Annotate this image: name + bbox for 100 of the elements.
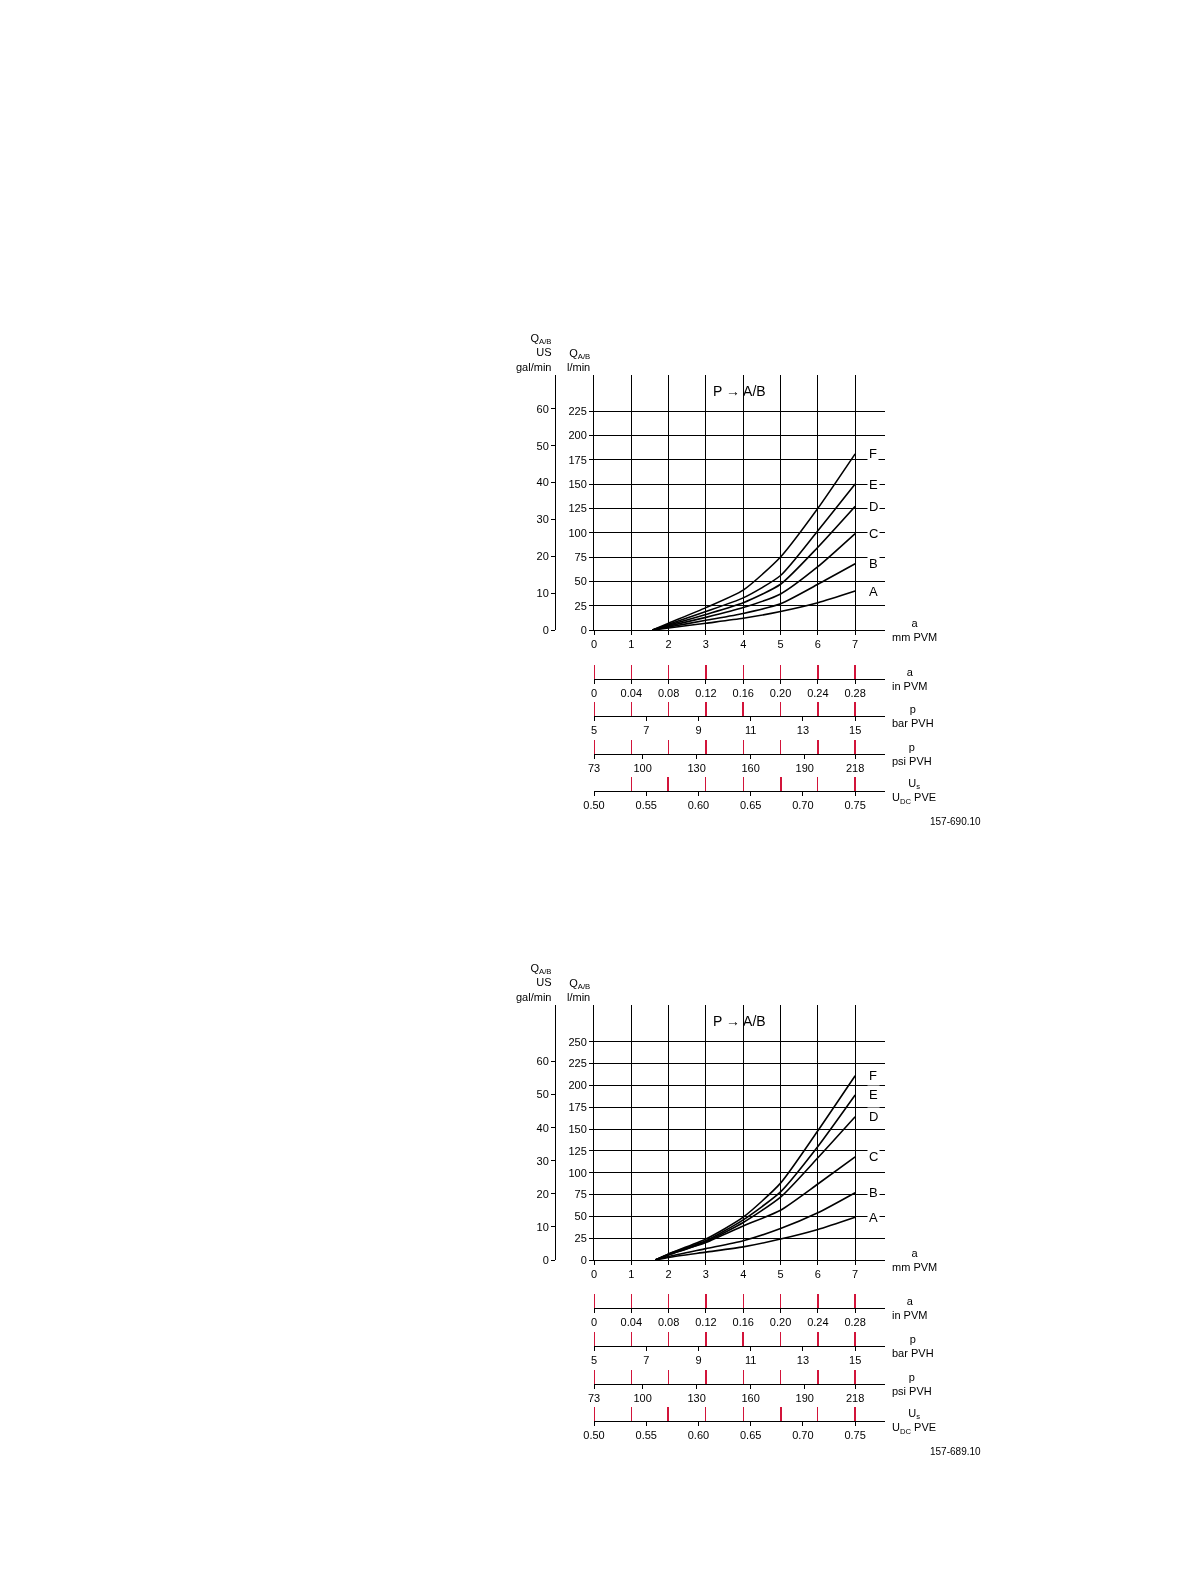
y2-tick-label: 0 bbox=[542, 1253, 549, 1266]
x-tick-label: 0.60 bbox=[687, 799, 710, 812]
x-tick-label: 13 bbox=[796, 1354, 810, 1367]
x-tick-label: 160 bbox=[741, 762, 760, 775]
x-tick-label: 15 bbox=[849, 724, 862, 737]
annotation: P → A/B bbox=[713, 1013, 766, 1029]
x-tick-label: 100 bbox=[633, 762, 652, 775]
x-tick-label: 2 bbox=[665, 638, 672, 651]
y-tick-label: 75 bbox=[574, 550, 587, 563]
series-label: B bbox=[869, 1185, 878, 1200]
y-tick-label: 0 bbox=[580, 1253, 587, 1266]
x-tick-label: 0 bbox=[590, 687, 598, 700]
x-tick-label: 0 bbox=[590, 638, 598, 651]
y-tick-label: 175 bbox=[568, 1101, 587, 1114]
y-tick-label: 100 bbox=[568, 1166, 587, 1179]
y-tick-label: 150 bbox=[568, 477, 587, 490]
x-axis-title: a mm PVM bbox=[892, 617, 938, 644]
y2-tick-label: 20 bbox=[536, 1187, 549, 1200]
x-tick-label: 5 bbox=[590, 1354, 598, 1367]
x-tick-label: 0.55 bbox=[635, 799, 657, 812]
x-tick-label: 3 bbox=[702, 1268, 709, 1281]
x-tick-label: 0.16 bbox=[732, 1316, 754, 1329]
y2-tick-label: 30 bbox=[536, 513, 549, 526]
series-label: F bbox=[869, 446, 877, 461]
y-tick-label: 25 bbox=[574, 599, 587, 612]
x-tick-label: 5 bbox=[777, 638, 784, 651]
x-tick-label: 7 bbox=[852, 1268, 859, 1281]
x-tick-label: 9 bbox=[695, 1354, 702, 1367]
y-tick-label: 125 bbox=[568, 1144, 587, 1157]
x-tick-label: 6 bbox=[814, 638, 821, 651]
x-tick-label: 0.04 bbox=[620, 687, 643, 700]
series-label: B bbox=[869, 556, 878, 571]
y-tick-label: 75 bbox=[574, 1188, 587, 1201]
x-tick-label: 218 bbox=[845, 762, 865, 775]
y-tick-label: 175 bbox=[568, 453, 587, 466]
x-tick-label: 218 bbox=[845, 1392, 865, 1405]
series-label: C bbox=[869, 1149, 879, 1164]
y-tick-label: 225 bbox=[568, 1057, 587, 1070]
x-tick-label: 5 bbox=[777, 1268, 784, 1281]
x-tick-label: 4 bbox=[740, 638, 747, 651]
y-axis-title: Q$_{A/B}$ l/min bbox=[567, 977, 591, 1004]
series-label: D bbox=[869, 499, 879, 514]
y2-tick-label: 60 bbox=[536, 1055, 549, 1068]
x-tick-label: 190 bbox=[795, 762, 814, 775]
series-label: E bbox=[869, 477, 878, 492]
x-tick-label: 0.65 bbox=[739, 1429, 762, 1442]
x-axis-title: a in PVM bbox=[892, 1295, 928, 1322]
x-tick-label: 130 bbox=[687, 762, 706, 775]
x-tick-label: 0.75 bbox=[844, 1429, 866, 1442]
x-tick-label: 73 bbox=[587, 762, 601, 775]
series-label: C bbox=[869, 526, 879, 541]
y-axis-title: Q$_{A/B}$ l/min bbox=[567, 347, 591, 374]
x-tick-label: 0.75 bbox=[844, 799, 866, 812]
x-tick-label: 7 bbox=[643, 1354, 650, 1367]
y2-tick-label: 10 bbox=[536, 587, 549, 599]
x-tick-label: 0.28 bbox=[844, 687, 866, 700]
x-tick-label: 11 bbox=[745, 724, 757, 737]
text: U$_{s}$ U$_{DC}$ PVE bbox=[892, 777, 937, 806]
series-label: E bbox=[869, 1087, 878, 1102]
x-tick-label: 0.70 bbox=[792, 799, 814, 812]
x-tick-label: 0.55 bbox=[635, 1429, 657, 1442]
series-label: A bbox=[869, 1210, 878, 1225]
y-tick-label: 50 bbox=[574, 1210, 587, 1223]
x-tick-label: 190 bbox=[795, 1392, 814, 1405]
x-tick-label: 0 bbox=[590, 1268, 598, 1281]
x-tick-label: 13 bbox=[796, 724, 810, 737]
x-tick-label: 0.12 bbox=[695, 1316, 717, 1329]
x-tick-label: 6 bbox=[814, 1268, 821, 1281]
x-tick-label: 100 bbox=[633, 1392, 652, 1405]
y-tick-label: 0 bbox=[580, 623, 587, 636]
x-tick-label: 3 bbox=[702, 638, 709, 651]
x-tick-label: 0.50 bbox=[583, 1429, 605, 1442]
text: 157-690.10 bbox=[930, 816, 982, 827]
y2-tick-label: 20 bbox=[536, 550, 549, 563]
x-tick-label: 0.16 bbox=[732, 687, 754, 700]
x-tick-label: 0.28 bbox=[844, 1316, 866, 1329]
text: U$_{s}$ U$_{DC}$ PVE bbox=[892, 1407, 937, 1436]
x-axis-title: p psi PVH bbox=[892, 741, 932, 768]
x-tick-label: 0 bbox=[590, 1316, 598, 1329]
x-tick-label: 0.24 bbox=[807, 687, 829, 700]
x-tick-label: 0.65 bbox=[739, 799, 762, 812]
x-tick-label: 0.08 bbox=[657, 687, 680, 700]
x-tick-label: 0.20 bbox=[769, 1316, 792, 1329]
x-tick-label: 73 bbox=[587, 1392, 601, 1405]
annotation: P → A/B bbox=[713, 383, 766, 399]
y-tick-label: 50 bbox=[574, 575, 587, 588]
x-tick-label: 5 bbox=[590, 724, 598, 737]
y2-axis-title: Q$_{A/B}$ US gal/min bbox=[516, 332, 552, 373]
y2-tick-label: 30 bbox=[536, 1154, 549, 1167]
x-tick-label: 0.24 bbox=[807, 1316, 829, 1329]
x-tick-label: 160 bbox=[741, 1392, 760, 1405]
x-tick-label: 11 bbox=[745, 1354, 757, 1367]
x-tick-label: 1 bbox=[628, 1268, 635, 1281]
y2-tick-label: 40 bbox=[536, 476, 549, 489]
y2-tick-label: 0 bbox=[542, 623, 549, 636]
y-tick-label: 200 bbox=[568, 1079, 587, 1092]
x-axis-title: p bar PVH bbox=[892, 1333, 934, 1360]
y-tick-label: 200 bbox=[568, 429, 587, 442]
x-tick-label: 0.50 bbox=[583, 799, 605, 812]
text: 157-689.10 bbox=[930, 1446, 982, 1457]
